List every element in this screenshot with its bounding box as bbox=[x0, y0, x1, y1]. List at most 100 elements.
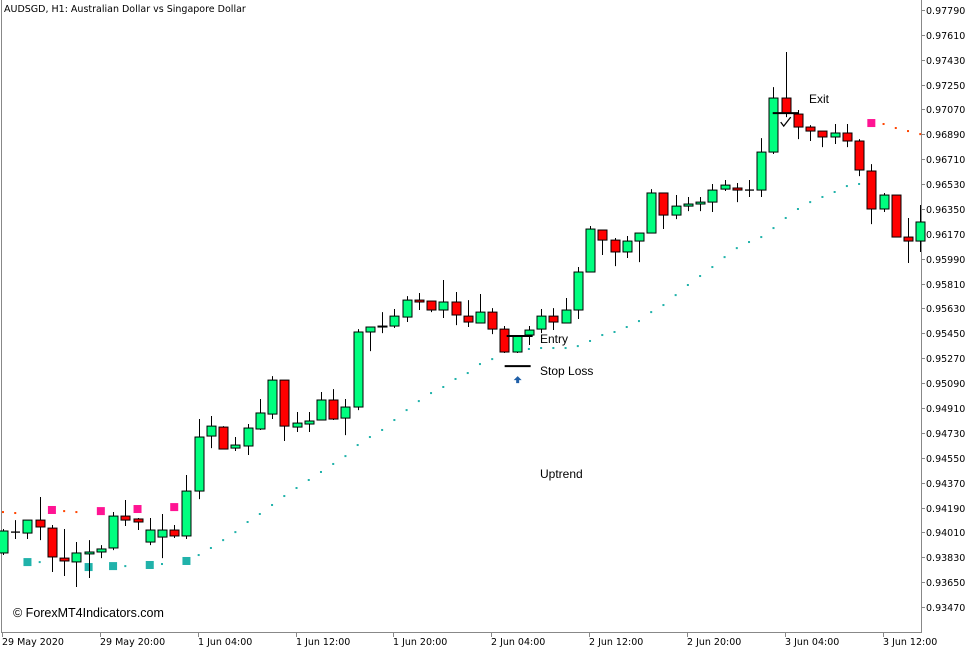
candle-body-bull bbox=[108, 515, 119, 549]
candle bbox=[756, 138, 767, 197]
support-dot bbox=[796, 208, 799, 210]
support-dot bbox=[527, 347, 530, 350]
candle-body-bull bbox=[512, 335, 523, 353]
resistance-square bbox=[47, 505, 56, 514]
candle-body-bear bbox=[842, 132, 853, 142]
price-tick-label: 0.96530 bbox=[926, 180, 965, 191]
candle-body-bull bbox=[707, 189, 718, 203]
candle bbox=[402, 296, 413, 323]
candle-body-bull bbox=[646, 192, 657, 234]
candle-body-bear bbox=[47, 527, 58, 558]
stop-loss-label: Stop Loss bbox=[540, 364, 593, 378]
candle bbox=[487, 308, 498, 335]
candle-body-bull bbox=[634, 232, 645, 242]
candle-body-bear bbox=[328, 399, 339, 420]
support-dot bbox=[454, 377, 457, 380]
chart-title: AUDSGD, H1: Australian Dollar vs Singapo… bbox=[4, 4, 246, 15]
support-dot bbox=[552, 347, 555, 350]
support-dot bbox=[650, 311, 653, 314]
price-tick-label: 0.95630 bbox=[926, 304, 965, 315]
resistance-square bbox=[133, 505, 142, 514]
price-tick-label: 0.95270 bbox=[926, 354, 965, 365]
candle-body-bull bbox=[879, 194, 890, 210]
resistance-dot bbox=[882, 123, 885, 126]
candle bbox=[194, 419, 205, 500]
candle-body-bear bbox=[658, 192, 669, 216]
price-tick-label: 0.96350 bbox=[926, 205, 965, 216]
candle-body-bear bbox=[866, 170, 877, 210]
support-dot bbox=[417, 400, 420, 403]
candle bbox=[96, 545, 107, 559]
candle bbox=[879, 192, 890, 213]
candle-body-bear bbox=[732, 187, 743, 191]
price-tick-label: 0.97430 bbox=[926, 56, 965, 67]
candle bbox=[512, 335, 523, 353]
candle bbox=[451, 292, 462, 326]
trend-label: Uptrend bbox=[540, 467, 583, 481]
price-tick-label: 0.96890 bbox=[926, 130, 965, 141]
support-dot bbox=[613, 330, 616, 333]
candle bbox=[720, 179, 731, 192]
candle bbox=[206, 416, 217, 449]
candle bbox=[35, 496, 46, 541]
candle bbox=[695, 196, 706, 212]
candle bbox=[108, 512, 119, 551]
candle-body-bull bbox=[0, 530, 9, 554]
support-dot bbox=[258, 512, 261, 515]
resistance-dot bbox=[907, 130, 910, 133]
time-axis: 29 May 2020 29 May 20:00 1 Jun 04:00 1 Jun … bbox=[2, 632, 937, 648]
candle bbox=[658, 192, 669, 230]
support-dot bbox=[246, 521, 249, 524]
resistance-square bbox=[170, 503, 179, 512]
support-dot bbox=[197, 554, 200, 557]
candle-body-bear bbox=[499, 328, 510, 353]
candle-body-bear bbox=[903, 236, 914, 242]
candle bbox=[328, 389, 339, 421]
candle bbox=[120, 500, 131, 527]
time-tick-label: 3 Jun 04:00 bbox=[785, 637, 839, 648]
candle-body-bull bbox=[243, 427, 254, 447]
candle bbox=[218, 426, 229, 450]
support-dot bbox=[589, 339, 592, 342]
candle-body-bull bbox=[720, 184, 731, 190]
support-dot bbox=[760, 236, 763, 239]
support-dot bbox=[686, 284, 689, 287]
support-square bbox=[182, 556, 191, 565]
candle-body-bull bbox=[267, 379, 278, 415]
candle-body-bull bbox=[475, 311, 486, 324]
resistance-dot bbox=[63, 510, 66, 513]
candle-body-bear bbox=[891, 194, 902, 238]
support-dot bbox=[858, 182, 861, 185]
candle bbox=[145, 518, 156, 546]
candle-body-bull bbox=[377, 325, 388, 328]
candle-body-bull bbox=[22, 519, 33, 534]
candle bbox=[157, 513, 168, 559]
support-dot bbox=[576, 345, 579, 348]
candle bbox=[622, 235, 633, 259]
price-tick-label: 0.93470 bbox=[926, 603, 965, 614]
time-tick-label: 1 Jun 12:00 bbox=[296, 637, 350, 648]
candle bbox=[71, 542, 82, 587]
candle-body-bull bbox=[206, 425, 217, 437]
time-tick-label: 3 Jun 12:00 bbox=[883, 637, 937, 648]
candle-body-bull bbox=[157, 529, 168, 538]
candle-body-bull bbox=[194, 436, 205, 492]
support-dot bbox=[124, 565, 127, 568]
support-dot bbox=[466, 372, 469, 375]
support-dot bbox=[319, 470, 322, 473]
support-dot bbox=[209, 546, 212, 549]
candle bbox=[475, 293, 486, 324]
candle-body-bear bbox=[793, 113, 804, 128]
candle bbox=[255, 399, 266, 430]
candle bbox=[610, 238, 621, 267]
candle bbox=[389, 309, 400, 328]
candle bbox=[230, 437, 241, 451]
candle bbox=[817, 130, 828, 148]
candle bbox=[47, 525, 58, 573]
candle-body-bear bbox=[35, 519, 46, 528]
candle bbox=[316, 391, 327, 421]
candle bbox=[267, 376, 278, 420]
candle bbox=[891, 194, 902, 238]
candle-body-bear bbox=[817, 130, 828, 138]
